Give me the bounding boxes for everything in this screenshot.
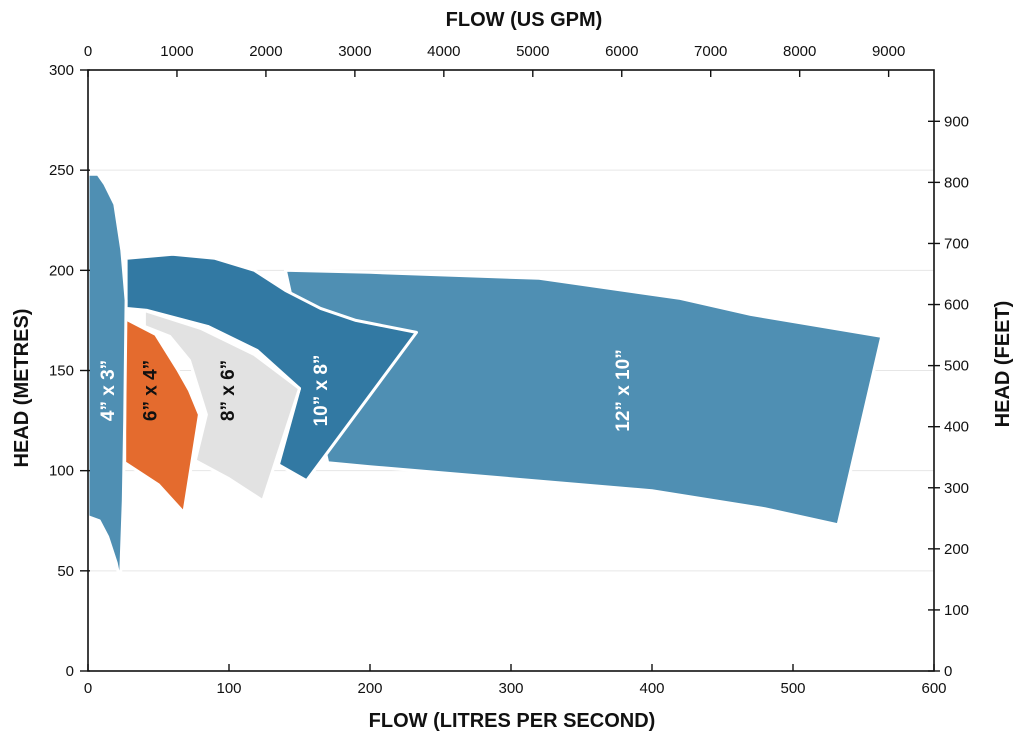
region-label: 4” x 3” (98, 360, 119, 421)
x-axis-title-top: FLOW (US GPM) (446, 9, 603, 31)
y-right-tick-label: 600 (944, 297, 969, 314)
x-bottom-tick-label: 400 (639, 680, 664, 697)
y-right-tick-label: 900 (944, 113, 969, 130)
y-right-tick-label: 300 (944, 480, 969, 497)
x-top-tick-label: 4000 (427, 43, 460, 60)
y-right-tick-label: 500 (944, 358, 969, 375)
y-axis-title-right: HEAD (FEET) (992, 301, 1014, 428)
region-label: 10” x 8” (311, 355, 332, 427)
region-5 (86, 172, 128, 585)
x-top-tick-label: 9000 (872, 43, 905, 60)
y-left-tick-label: 300 (49, 62, 74, 79)
y-right-tick-label: 400 (944, 419, 969, 436)
region-label: 8” x 6” (218, 360, 239, 421)
y-left-tick-label: 0 (66, 663, 74, 680)
x-bottom-tick-label: 600 (921, 680, 946, 697)
y-right-tick-label: 200 (944, 541, 969, 558)
y-left-tick-label: 200 (49, 262, 74, 279)
y-left-tick-label: 250 (49, 162, 74, 179)
region-1 (283, 268, 884, 527)
pump-regions (86, 172, 884, 585)
y-left-tick-label: 50 (57, 563, 74, 580)
region-3 (142, 308, 301, 503)
x-bottom-tick-label: 100 (216, 680, 241, 697)
y-right-tick-label: 700 (944, 235, 969, 252)
x-axis-title-bottom: FLOW (LITRES PER SECOND) (369, 710, 656, 732)
y-right-tick-label: 800 (944, 174, 969, 191)
x-top-tick-label: 6000 (605, 43, 638, 60)
x-bottom-tick-label: 300 (498, 680, 523, 697)
region-label: 6” x 4” (140, 360, 161, 421)
x-top-tick-label: 1000 (160, 43, 193, 60)
pump-region-labels: 12” x 10” 10” x 8” 8” x 6” 6” x 4” 4” x 3” (98, 349, 634, 431)
x-top-tick-label: 0 (84, 43, 92, 60)
y-left-tick-label: 150 (49, 363, 74, 380)
y-left-tick-label: 100 (49, 463, 74, 480)
x-top-tick-label: 5000 (516, 43, 549, 60)
region-4 (123, 316, 201, 515)
axes: 0 100 200 300 400 500 6000 1000 2000 3000 4000 5000… (49, 43, 969, 697)
y-right-tick-label: 0 (944, 663, 952, 680)
x-bottom-tick-label: 200 (357, 680, 382, 697)
x-bottom-tick-label: 0 (84, 680, 92, 697)
region-2 (124, 252, 418, 483)
y-right-tick-label: 100 (944, 602, 969, 619)
x-top-tick-label: 3000 (338, 43, 371, 60)
x-top-tick-label: 8000 (783, 43, 816, 60)
region-label: 12” x 10” (613, 349, 634, 431)
x-bottom-tick-label: 500 (780, 680, 805, 697)
y-axis-title-left: HEAD (METRES) (11, 309, 33, 468)
x-top-tick-label: 2000 (249, 43, 282, 60)
x-top-tick-label: 7000 (694, 43, 727, 60)
